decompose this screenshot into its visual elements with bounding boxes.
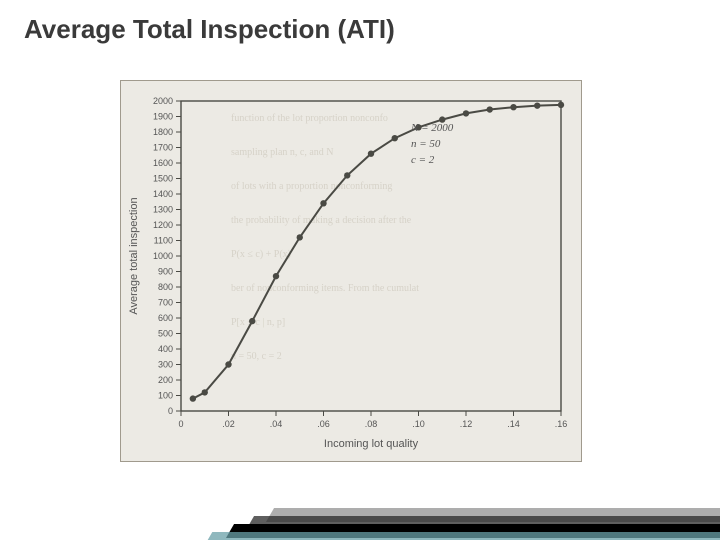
svg-text:900: 900 [158, 267, 173, 277]
svg-text:the probability of making a de: the probability of making a decision aft… [231, 215, 412, 226]
slide-accent-decoration [220, 490, 720, 540]
svg-text:300: 300 [158, 360, 173, 370]
svg-text:1100: 1100 [154, 236, 173, 246]
svg-text:400: 400 [158, 344, 173, 354]
svg-text:sampling plan n, c, and N: sampling plan n, c, and N [231, 147, 333, 158]
svg-text:.14: .14 [507, 419, 520, 429]
svg-text:c = 2: c = 2 [411, 154, 435, 166]
svg-text:1800: 1800 [153, 127, 173, 137]
svg-text:.08: .08 [365, 419, 378, 429]
svg-text:1400: 1400 [153, 189, 173, 199]
svg-text:.12: .12 [460, 419, 473, 429]
svg-text:N = 2000: N = 2000 [410, 122, 454, 134]
svg-text:800: 800 [158, 282, 173, 292]
svg-text:ber of nonconforming items. Fr: ber of nonconforming items. From the cum… [231, 283, 419, 294]
svg-text:700: 700 [158, 298, 173, 308]
svg-text:of lots with a proportion nonc: of lots with a proportion nonconforming [231, 181, 392, 192]
svg-text:2000: 2000 [153, 96, 173, 106]
svg-text:0: 0 [168, 406, 173, 416]
svg-text:200: 200 [158, 375, 173, 385]
svg-text:Average total inspection: Average total inspection [128, 197, 140, 314]
svg-text:.16: .16 [555, 419, 568, 429]
svg-text:1300: 1300 [153, 205, 173, 215]
ati-chart: function of the lot proportion nonconfo s… [120, 80, 582, 462]
svg-text:1500: 1500 [153, 174, 173, 184]
svg-text:n = 50: n = 50 [411, 138, 441, 150]
svg-text:1200: 1200 [153, 220, 173, 230]
svg-text:.10: .10 [412, 419, 425, 429]
svg-text:P[x ≤ c | n, p]: P[x ≤ c | n, p] [231, 317, 285, 328]
svg-text:0: 0 [178, 419, 183, 429]
svg-text:1700: 1700 [153, 143, 173, 153]
svg-text:500: 500 [158, 329, 173, 339]
svg-text:1900: 1900 [153, 112, 173, 122]
svg-text:Incoming lot quality: Incoming lot quality [324, 438, 419, 450]
svg-text:600: 600 [158, 313, 173, 323]
svg-text:.04: .04 [270, 419, 283, 429]
svg-text:function of the lot proportion: function of the lot proportion nonconfo [231, 113, 388, 124]
svg-text:100: 100 [158, 391, 173, 401]
slide-title: Average Total Inspection (ATI) [24, 14, 395, 45]
svg-text:P(x ≤ c) + P(x): P(x ≤ c) + P(x) [231, 249, 291, 260]
svg-text:n = 50, c = 2: n = 50, c = 2 [231, 351, 282, 362]
svg-text:1600: 1600 [153, 158, 173, 168]
svg-text:1000: 1000 [153, 251, 173, 261]
svg-text:.06: .06 [317, 419, 330, 429]
svg-text:.02: .02 [222, 419, 235, 429]
